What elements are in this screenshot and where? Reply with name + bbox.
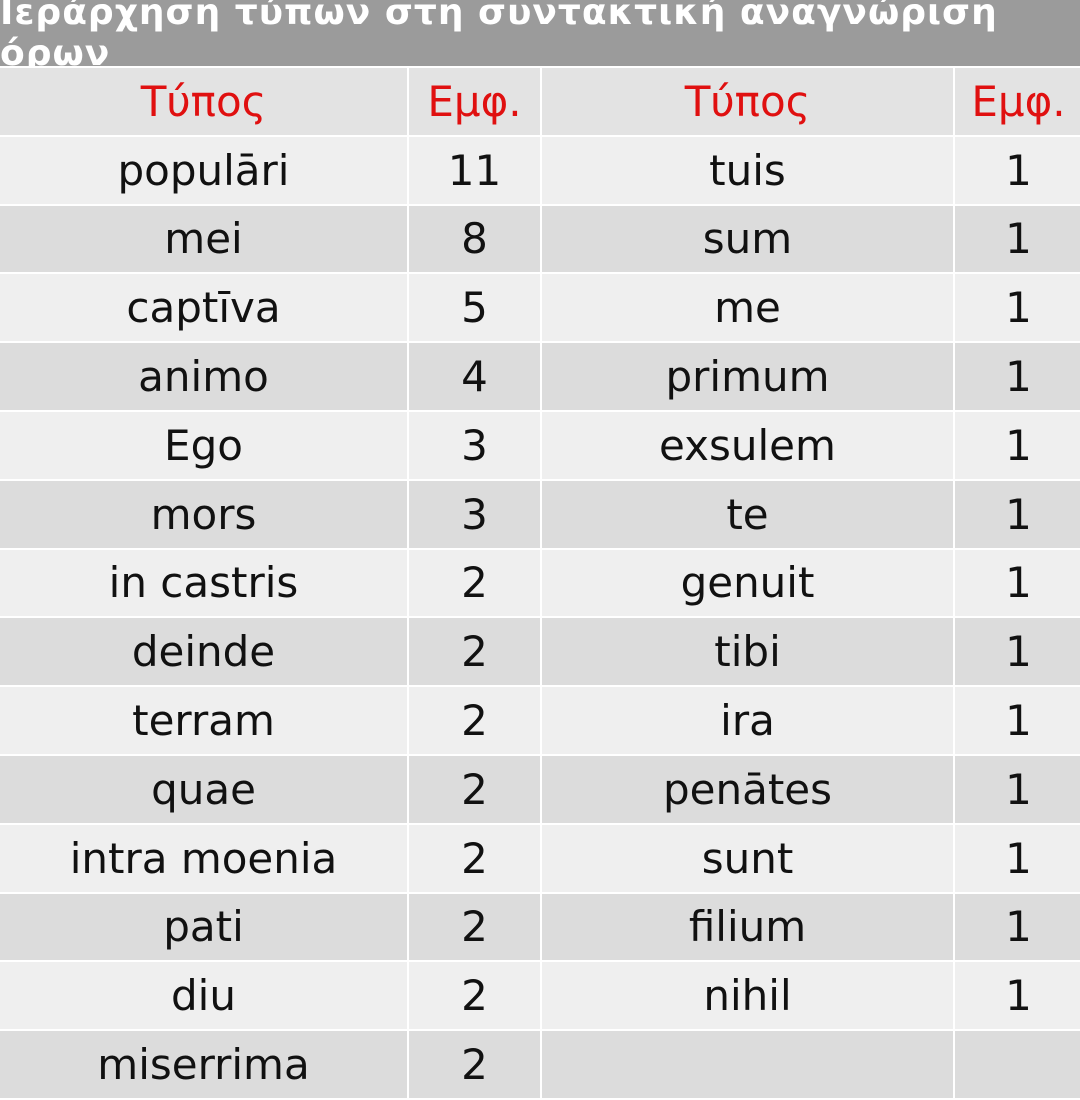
table-cell: 1	[955, 343, 1080, 410]
table-cell: deinde	[0, 618, 407, 686]
table-cell: 2	[409, 893, 540, 961]
table-cell: 11	[409, 136, 540, 204]
table-cell: 2	[409, 687, 540, 754]
table-cell: animo	[0, 343, 407, 410]
table-cell: miserrima	[0, 1031, 407, 1098]
table-cell: 1	[955, 274, 1080, 342]
table-cell: 1	[955, 136, 1080, 204]
header-cell: Τύπος	[0, 68, 407, 135]
header-cell: Εμφ.	[955, 68, 1080, 135]
table-cell: sum	[542, 205, 953, 273]
table-cell: 2	[409, 549, 540, 617]
header-cell: Τύπος	[542, 68, 953, 135]
table-cell: in castris	[0, 549, 407, 617]
table-cell: 1	[955, 618, 1080, 686]
table-cell: captīva	[0, 274, 407, 342]
table-cell: 2	[409, 824, 540, 892]
table-cell: 8	[409, 205, 540, 273]
empty-cell	[955, 1031, 1080, 1098]
table-cell: 2	[409, 1031, 540, 1098]
table-cell: filium	[542, 893, 953, 961]
table-cell: populāri	[0, 136, 407, 204]
table-cell: nihil	[542, 962, 953, 1030]
table-cell: penātes	[542, 755, 953, 823]
table-cell: 2	[409, 618, 540, 686]
table-cell: tibi	[542, 618, 953, 686]
table-cell: 1	[955, 755, 1080, 823]
table-cell: 4	[409, 343, 540, 410]
table-cell: intra moenia	[0, 824, 407, 892]
table-cell: primum	[542, 343, 953, 410]
table-title: Ιεράρχηση τύπων στη συντακτική αναγνώρισ…	[0, 0, 1080, 74]
table: Τύπος Εμφ. Τύπος Εμφ. populāri 11 tuis 1 mei 8 sum…	[0, 68, 1080, 1098]
table-cell: genuit	[542, 549, 953, 617]
table-cell: 2	[409, 962, 540, 1030]
table-cell: pati	[0, 893, 407, 961]
table-cell: 3	[409, 411, 540, 479]
table-cell: 1	[955, 411, 1080, 479]
table-cell: tuis	[542, 136, 953, 204]
table-cell: 2	[409, 755, 540, 823]
empty-cell	[542, 1031, 953, 1098]
table-cell: 1	[955, 962, 1080, 1030]
table-cell: 1	[955, 549, 1080, 617]
table-cell: 1	[955, 824, 1080, 892]
table-cell: mors	[0, 480, 407, 548]
table-cell: sunt	[542, 824, 953, 892]
table-cell: quae	[0, 755, 407, 823]
table-cell: 1	[955, 893, 1080, 961]
table-cell: exsulem	[542, 411, 953, 479]
table-cell: mei	[0, 205, 407, 273]
table-cell: 5	[409, 274, 540, 342]
header-cell: Εμφ.	[409, 68, 540, 135]
table-cell: ira	[542, 687, 953, 754]
table-cell: 1	[955, 205, 1080, 273]
table-cell: 3	[409, 480, 540, 548]
table-cell: te	[542, 480, 953, 548]
table-cell: me	[542, 274, 953, 342]
table-cell: 1	[955, 480, 1080, 548]
table-cell: terram	[0, 687, 407, 754]
table-cell: Ego	[0, 411, 407, 479]
table-cell: diu	[0, 962, 407, 1030]
table-cell: 1	[955, 687, 1080, 754]
